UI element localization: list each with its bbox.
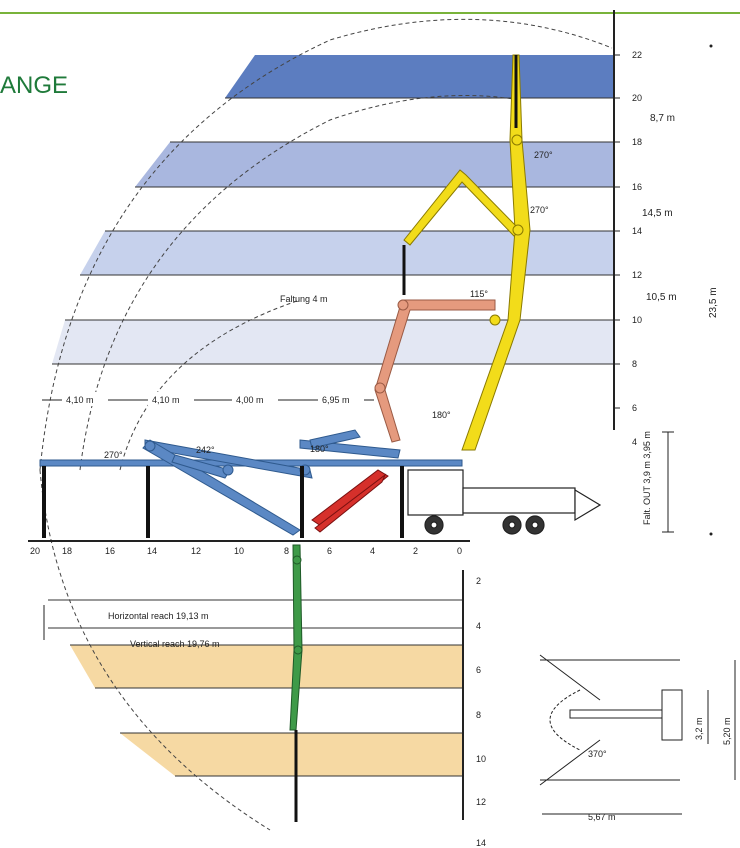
height-tick-7: 8 (632, 359, 637, 369)
boom-salmon (374, 299, 496, 443)
height-tick-6: 10 (632, 315, 642, 325)
x-tick-7: 6 (327, 546, 332, 556)
x-tick-9: 2 (413, 546, 418, 556)
outrigger-depth-b: 5,20 m (722, 717, 732, 745)
x-tick-6: 8 (284, 546, 289, 556)
angle-a4: 180° (432, 410, 451, 420)
dim-base-height: Falt. OUT 3,9 m 3,95 m (642, 431, 652, 525)
horiz-reach-label: Horizontal reach 19,13 m (108, 611, 209, 621)
dim-total-height: 23,5 m (708, 287, 719, 318)
band-10 (52, 320, 615, 364)
x-tick-0: 20 (30, 546, 40, 556)
depth-tick-0: 2 (476, 576, 481, 586)
angle-a2: 270° (530, 205, 549, 215)
x-tick-5: 10 (234, 546, 244, 556)
x-tick-4: 12 (191, 546, 201, 556)
depth-axis: 2 4 6 8 10 12 14 (462, 570, 486, 848)
dim-seg2: 14,5 m (642, 208, 673, 219)
reach-envelope-arcs (39, 18, 613, 831)
reach-seg-2: 4,10 m (152, 395, 180, 405)
height-tick-2: 18 (632, 137, 642, 147)
x-tick-3: 14 (147, 546, 157, 556)
x-tick-10: 0 (457, 546, 462, 556)
band-below-10 (120, 733, 462, 776)
support-masts (42, 466, 404, 538)
top-accent-bar (0, 0, 740, 14)
reach-dimension-line: 4,10 m 4,10 m 4,00 m 6,95 m (42, 392, 374, 406)
dim-seg3: 10,5 m (646, 292, 677, 303)
height-scale: 22 20 18 16 14 12 10 8 6 4 8,7 m 14,5 m … (613, 10, 719, 536)
boom-yellow (402, 54, 531, 451)
height-tick-0: 22 (632, 50, 642, 60)
boom-red (311, 469, 389, 533)
angle-a7: 180° (310, 444, 329, 454)
dim-seg1: 8,7 m (650, 113, 675, 124)
depth-tick-4: 10 (476, 754, 486, 764)
x-tick-2: 16 (105, 546, 115, 556)
band-below-6 (70, 645, 462, 688)
reach-bands (48, 55, 615, 777)
angle-labels: 270° 270° 115° 180° 270° 242° 180° (104, 150, 553, 460)
reach-seg-3: 4,00 m (236, 395, 264, 405)
x-tick-8: 4 (370, 546, 375, 556)
x-tick-1: 18 (62, 546, 72, 556)
height-tick-4: 14 (632, 226, 642, 236)
angle-a6: 242° (196, 445, 215, 455)
angle-a1: 270° (534, 150, 553, 160)
depth-tick-1: 4 (476, 621, 481, 631)
horizontal-axis: 20 18 16 14 12 10 8 6 4 2 0 (28, 540, 470, 556)
slew-angle: 370° (588, 749, 607, 759)
reach-seg-1: 4,10 m (66, 395, 94, 405)
height-tick-3: 16 (632, 182, 642, 192)
height-tick-5: 12 (632, 270, 642, 280)
lower-reach-labels: Horizontal reach 19,13 m Vertical reach … (43, 605, 220, 649)
depth-tick-2: 6 (476, 665, 481, 675)
page-title: ANGE (0, 72, 69, 99)
vert-reach-label: Vertical reach 19,76 m (130, 639, 220, 649)
depth-tick-3: 8 (476, 710, 481, 720)
boom-green (289, 544, 303, 822)
height-tick-9: 4 (632, 437, 637, 447)
depth-tick-6: 14 (476, 838, 486, 848)
height-tick-1: 20 (632, 93, 642, 103)
outrigger-depth-a: 3,2 m (694, 717, 704, 740)
band-14 (80, 231, 615, 275)
reach-seg-4: 6,95 m (322, 395, 350, 405)
band-22 (225, 55, 615, 98)
truck-illustration (407, 469, 602, 535)
fold-height-label: Faltung 4 m (280, 294, 328, 304)
angle-a5: 270° (104, 450, 123, 460)
outrigger-width: 5,67 m (588, 812, 616, 822)
band-18 (135, 142, 615, 187)
depth-tick-5: 12 (476, 797, 486, 807)
outrigger-plan: 5,67 m 3,2 m 5,20 m 370° (539, 654, 736, 822)
boom-blue (39, 429, 463, 536)
angle-a3: 115° (470, 289, 488, 299)
height-tick-8: 6 (632, 403, 637, 413)
